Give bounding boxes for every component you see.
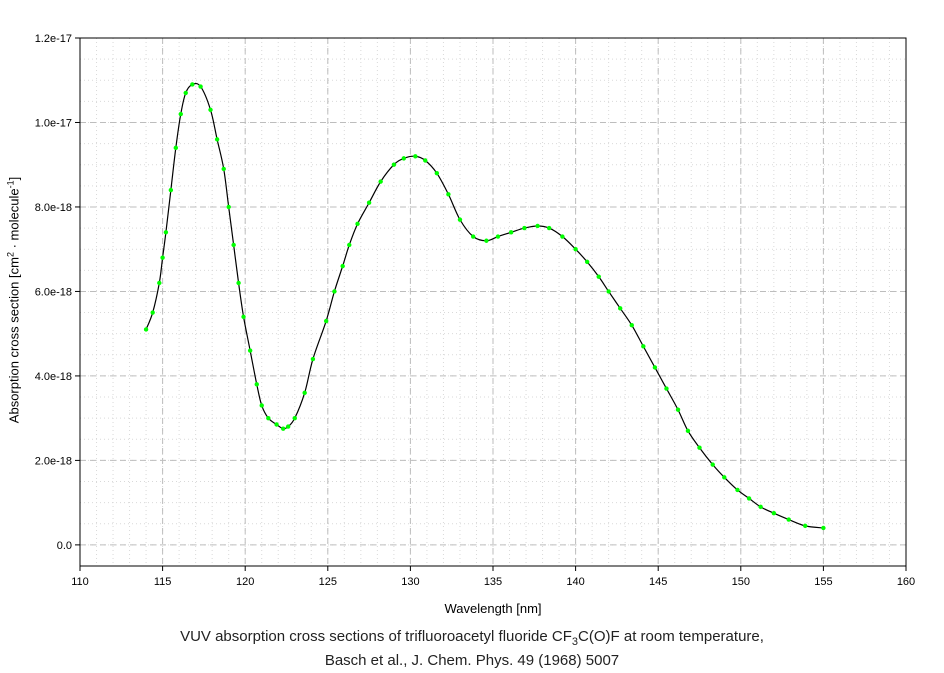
data-point: [413, 154, 418, 159]
data-point: [285, 424, 291, 429]
data-point: [423, 158, 428, 163]
x-tick-label: 155: [814, 576, 832, 588]
data-point: [231, 242, 236, 248]
y-tick-label: 0.0: [57, 540, 72, 552]
data-point: [401, 156, 406, 161]
data-point: [735, 487, 740, 493]
caption-line-1: VUV absorption cross sections of trifluo…: [180, 628, 764, 648]
x-tick-label: 125: [319, 576, 337, 588]
data-point: [323, 318, 329, 324]
data-point: [522, 225, 527, 231]
data-point: [259, 403, 264, 408]
data-point: [221, 166, 226, 172]
data-point: [241, 314, 246, 319]
grid: [79, 37, 907, 566]
data-point: [208, 107, 213, 113]
data-point: [347, 242, 352, 248]
data-point: [280, 426, 286, 431]
data-point: [163, 230, 169, 235]
data-point: [292, 415, 297, 421]
data-point: [340, 263, 345, 269]
x-tick-label: 130: [401, 576, 419, 588]
data-point: [675, 407, 681, 412]
data-point: [236, 280, 241, 286]
data-point: [183, 90, 188, 96]
data-point: [247, 348, 253, 353]
x-axis: 110 115 120 125 130 135 140 145 150 155 160: [71, 566, 915, 588]
data-point: [355, 221, 360, 227]
data-point: [143, 327, 149, 332]
series-line: [145, 82, 824, 529]
y-tick-label: 4.0e-18: [35, 371, 72, 383]
data-point: [495, 234, 501, 239]
data-point: [168, 187, 174, 193]
data-point: [697, 445, 702, 450]
x-tick-label: 120: [236, 576, 254, 588]
data-point: [710, 462, 715, 467]
data-point: [190, 82, 195, 87]
data-point: [332, 289, 337, 294]
data-markers: [143, 82, 826, 531]
y-axis: 0.0 2.0e-18 4.0e-18 6.0e-18 8.0e-18 1.0e-17 1.…: [35, 33, 80, 552]
data-point: [310, 356, 316, 362]
data-point: [214, 137, 220, 142]
data-point: [618, 306, 623, 311]
data-point: [470, 234, 476, 239]
data-point: [434, 170, 440, 176]
data-point: [150, 310, 155, 315]
data-point: [573, 247, 578, 252]
data-point: [629, 323, 634, 328]
x-tick-label: 145: [649, 576, 667, 588]
x-tick-label: 115: [154, 576, 172, 588]
data-point: [652, 365, 658, 370]
x-tick-label: 160: [897, 576, 915, 588]
caption-line-2: Basch et al., J. Chem. Phys. 49 (1968) 5…: [324, 652, 620, 669]
data-point: [758, 504, 763, 510]
x-tick-label: 135: [484, 576, 502, 588]
data-point: [722, 475, 727, 480]
y-tick-label: 1.2e-17: [35, 33, 72, 45]
data-point: [160, 255, 165, 260]
y-tick-label: 8.0e-18: [35, 202, 72, 214]
data-point: [226, 204, 231, 210]
data-point: [685, 428, 691, 434]
y-tick-label: 2.0e-18: [35, 455, 72, 467]
data-point: [274, 422, 279, 427]
data-point: [378, 179, 383, 184]
data-point: [198, 84, 203, 89]
data-point: [535, 223, 540, 229]
data-point: [664, 386, 669, 391]
y-tick-label: 6.0e-18: [35, 286, 72, 298]
data-point: [546, 225, 552, 231]
data-point: [560, 234, 565, 239]
data-point: [173, 145, 179, 151]
data-point: [457, 217, 463, 222]
data-point: [266, 415, 271, 421]
data-point: [391, 162, 397, 167]
data-point: [821, 525, 826, 531]
data-point: [254, 382, 259, 387]
data-point: [641, 344, 646, 349]
data-point: [508, 230, 514, 235]
x-tick-label: 140: [566, 576, 584, 588]
data-point: [771, 511, 777, 516]
data-point: [157, 280, 162, 286]
x-axis-label: Wavelength [nm]: [444, 601, 541, 616]
data-point: [446, 192, 451, 197]
data-point: [803, 523, 808, 529]
data-point: [302, 390, 307, 396]
y-tick-label: 1.0e-17: [35, 117, 72, 129]
data-point: [606, 289, 611, 294]
data-point: [786, 517, 791, 522]
data-point: [584, 259, 590, 265]
data-point: [178, 111, 183, 117]
x-tick-label: 150: [732, 576, 750, 588]
data-point: [596, 274, 601, 279]
x-tick-label: 110: [71, 576, 89, 588]
data-point: [366, 200, 372, 205]
data-point: [484, 238, 489, 243]
data-point: [746, 496, 752, 501]
